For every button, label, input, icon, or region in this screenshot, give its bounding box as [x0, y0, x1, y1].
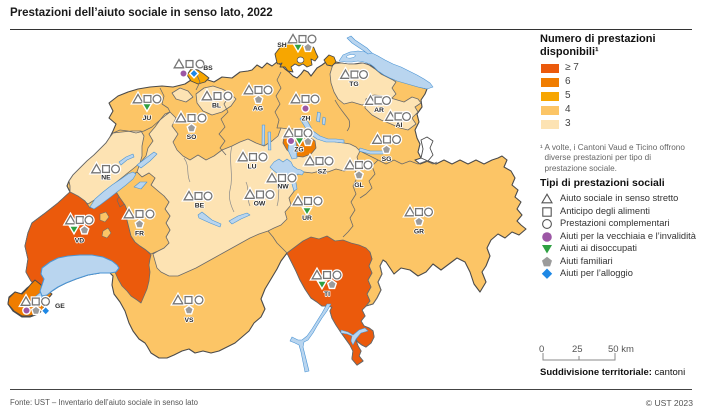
svg-text:FR: FR	[135, 231, 144, 238]
svg-text:SG: SG	[382, 156, 392, 163]
svg-text:SH: SH	[277, 42, 287, 49]
svg-text:GR: GR	[414, 229, 424, 236]
svg-text:AG: AG	[253, 106, 263, 113]
svg-text:BS: BS	[203, 65, 213, 72]
svg-text:GE: GE	[55, 303, 65, 310]
svg-text:BL: BL	[212, 103, 221, 110]
svg-text:GL: GL	[354, 182, 363, 189]
svg-text:LU: LU	[247, 164, 256, 171]
svg-text:VS: VS	[184, 317, 194, 324]
svg-text:AI: AI	[396, 122, 403, 129]
svg-text:JU: JU	[143, 115, 152, 122]
svg-text:VD: VD	[75, 238, 85, 245]
svg-text:UR: UR	[302, 215, 312, 222]
svg-text:SO: SO	[187, 134, 197, 141]
svg-text:OW: OW	[254, 201, 266, 208]
svg-text:ZG: ZG	[294, 147, 303, 154]
svg-text:SZ: SZ	[318, 169, 327, 176]
svg-text:TI: TI	[324, 291, 330, 298]
svg-text:NE: NE	[101, 175, 111, 182]
svg-text:ZH: ZH	[301, 116, 310, 123]
svg-text:NW: NW	[277, 184, 289, 191]
svg-text:BE: BE	[195, 203, 205, 210]
svg-text:TG: TG	[349, 81, 358, 88]
svg-text:AR: AR	[374, 107, 384, 114]
